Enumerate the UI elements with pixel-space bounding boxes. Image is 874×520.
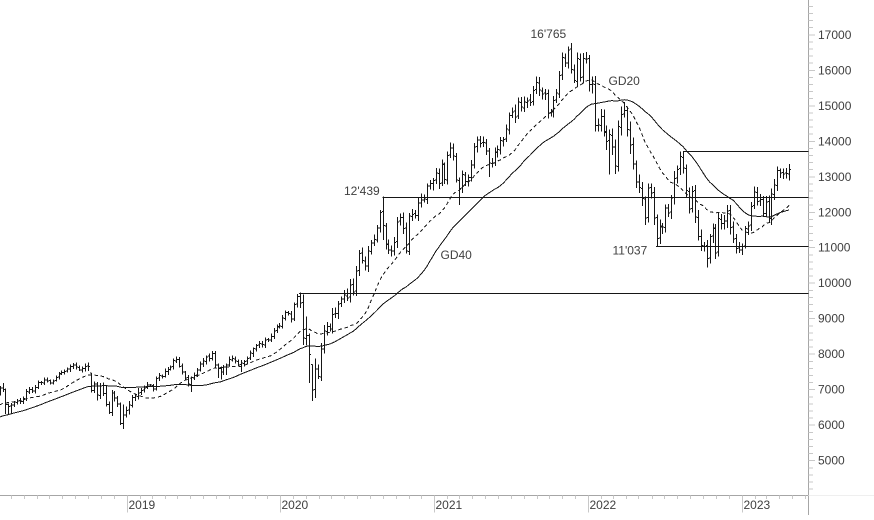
svg-text:2021: 2021 <box>436 498 463 512</box>
svg-text:2019: 2019 <box>129 498 156 512</box>
svg-text:GD20: GD20 <box>609 74 641 88</box>
svg-text:16'765: 16'765 <box>531 27 567 41</box>
svg-text:11000: 11000 <box>818 241 851 255</box>
svg-text:17000: 17000 <box>818 28 852 42</box>
svg-text:12'439: 12'439 <box>344 184 380 198</box>
svg-text:5000: 5000 <box>818 454 845 468</box>
svg-text:8000: 8000 <box>818 347 845 361</box>
svg-text:6000: 6000 <box>818 418 845 432</box>
svg-text:2022: 2022 <box>590 498 617 512</box>
svg-text:7000: 7000 <box>818 383 845 397</box>
svg-text:12000: 12000 <box>818 205 852 219</box>
svg-text:2020: 2020 <box>282 498 309 512</box>
svg-text:13000: 13000 <box>818 170 852 184</box>
svg-text:14000: 14000 <box>818 134 852 148</box>
svg-text:15000: 15000 <box>818 99 852 113</box>
svg-text:GD40: GD40 <box>441 248 473 262</box>
svg-text:9000: 9000 <box>818 312 845 326</box>
svg-text:2023: 2023 <box>744 498 771 512</box>
svg-text:16000: 16000 <box>818 63 852 77</box>
svg-text:10000: 10000 <box>818 276 852 290</box>
svg-text:11'037: 11'037 <box>613 244 648 258</box>
